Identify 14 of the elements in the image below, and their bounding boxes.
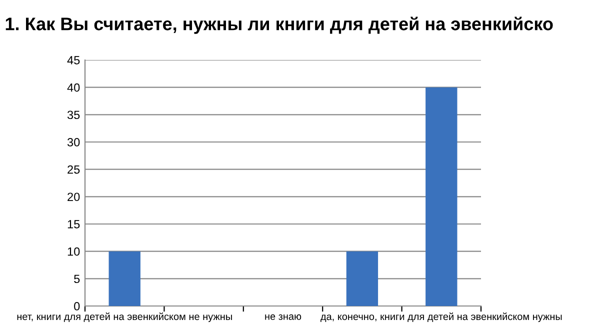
y-tick-label: 5 <box>74 274 80 284</box>
x-tick-label: не знаю <box>265 314 302 320</box>
x-tick-label: да, конечно, книги для детей на эвенкийском нужны <box>320 312 562 322</box>
y-tick-label: 35 <box>67 110 80 120</box>
y-tick-label: 25 <box>68 165 80 174</box>
y-tick-label: 10 <box>68 247 80 256</box>
y-tick-label: 0 <box>74 302 80 310</box>
x-tick-label: нет, книги для детей на эвенкийском не нужны <box>17 312 232 322</box>
y-tick-label: 40 <box>67 83 80 92</box>
y-tick-label: 20 <box>68 192 80 202</box>
y-tick-label: 15 <box>68 220 80 228</box>
y-tick-label: 45 <box>67 56 80 64</box>
y-tick-label: 30 <box>67 138 80 146</box>
chart-title: 1. Как Вы считаете, нужны ли книги для детей на эвенкийско <box>6 16 553 34</box>
